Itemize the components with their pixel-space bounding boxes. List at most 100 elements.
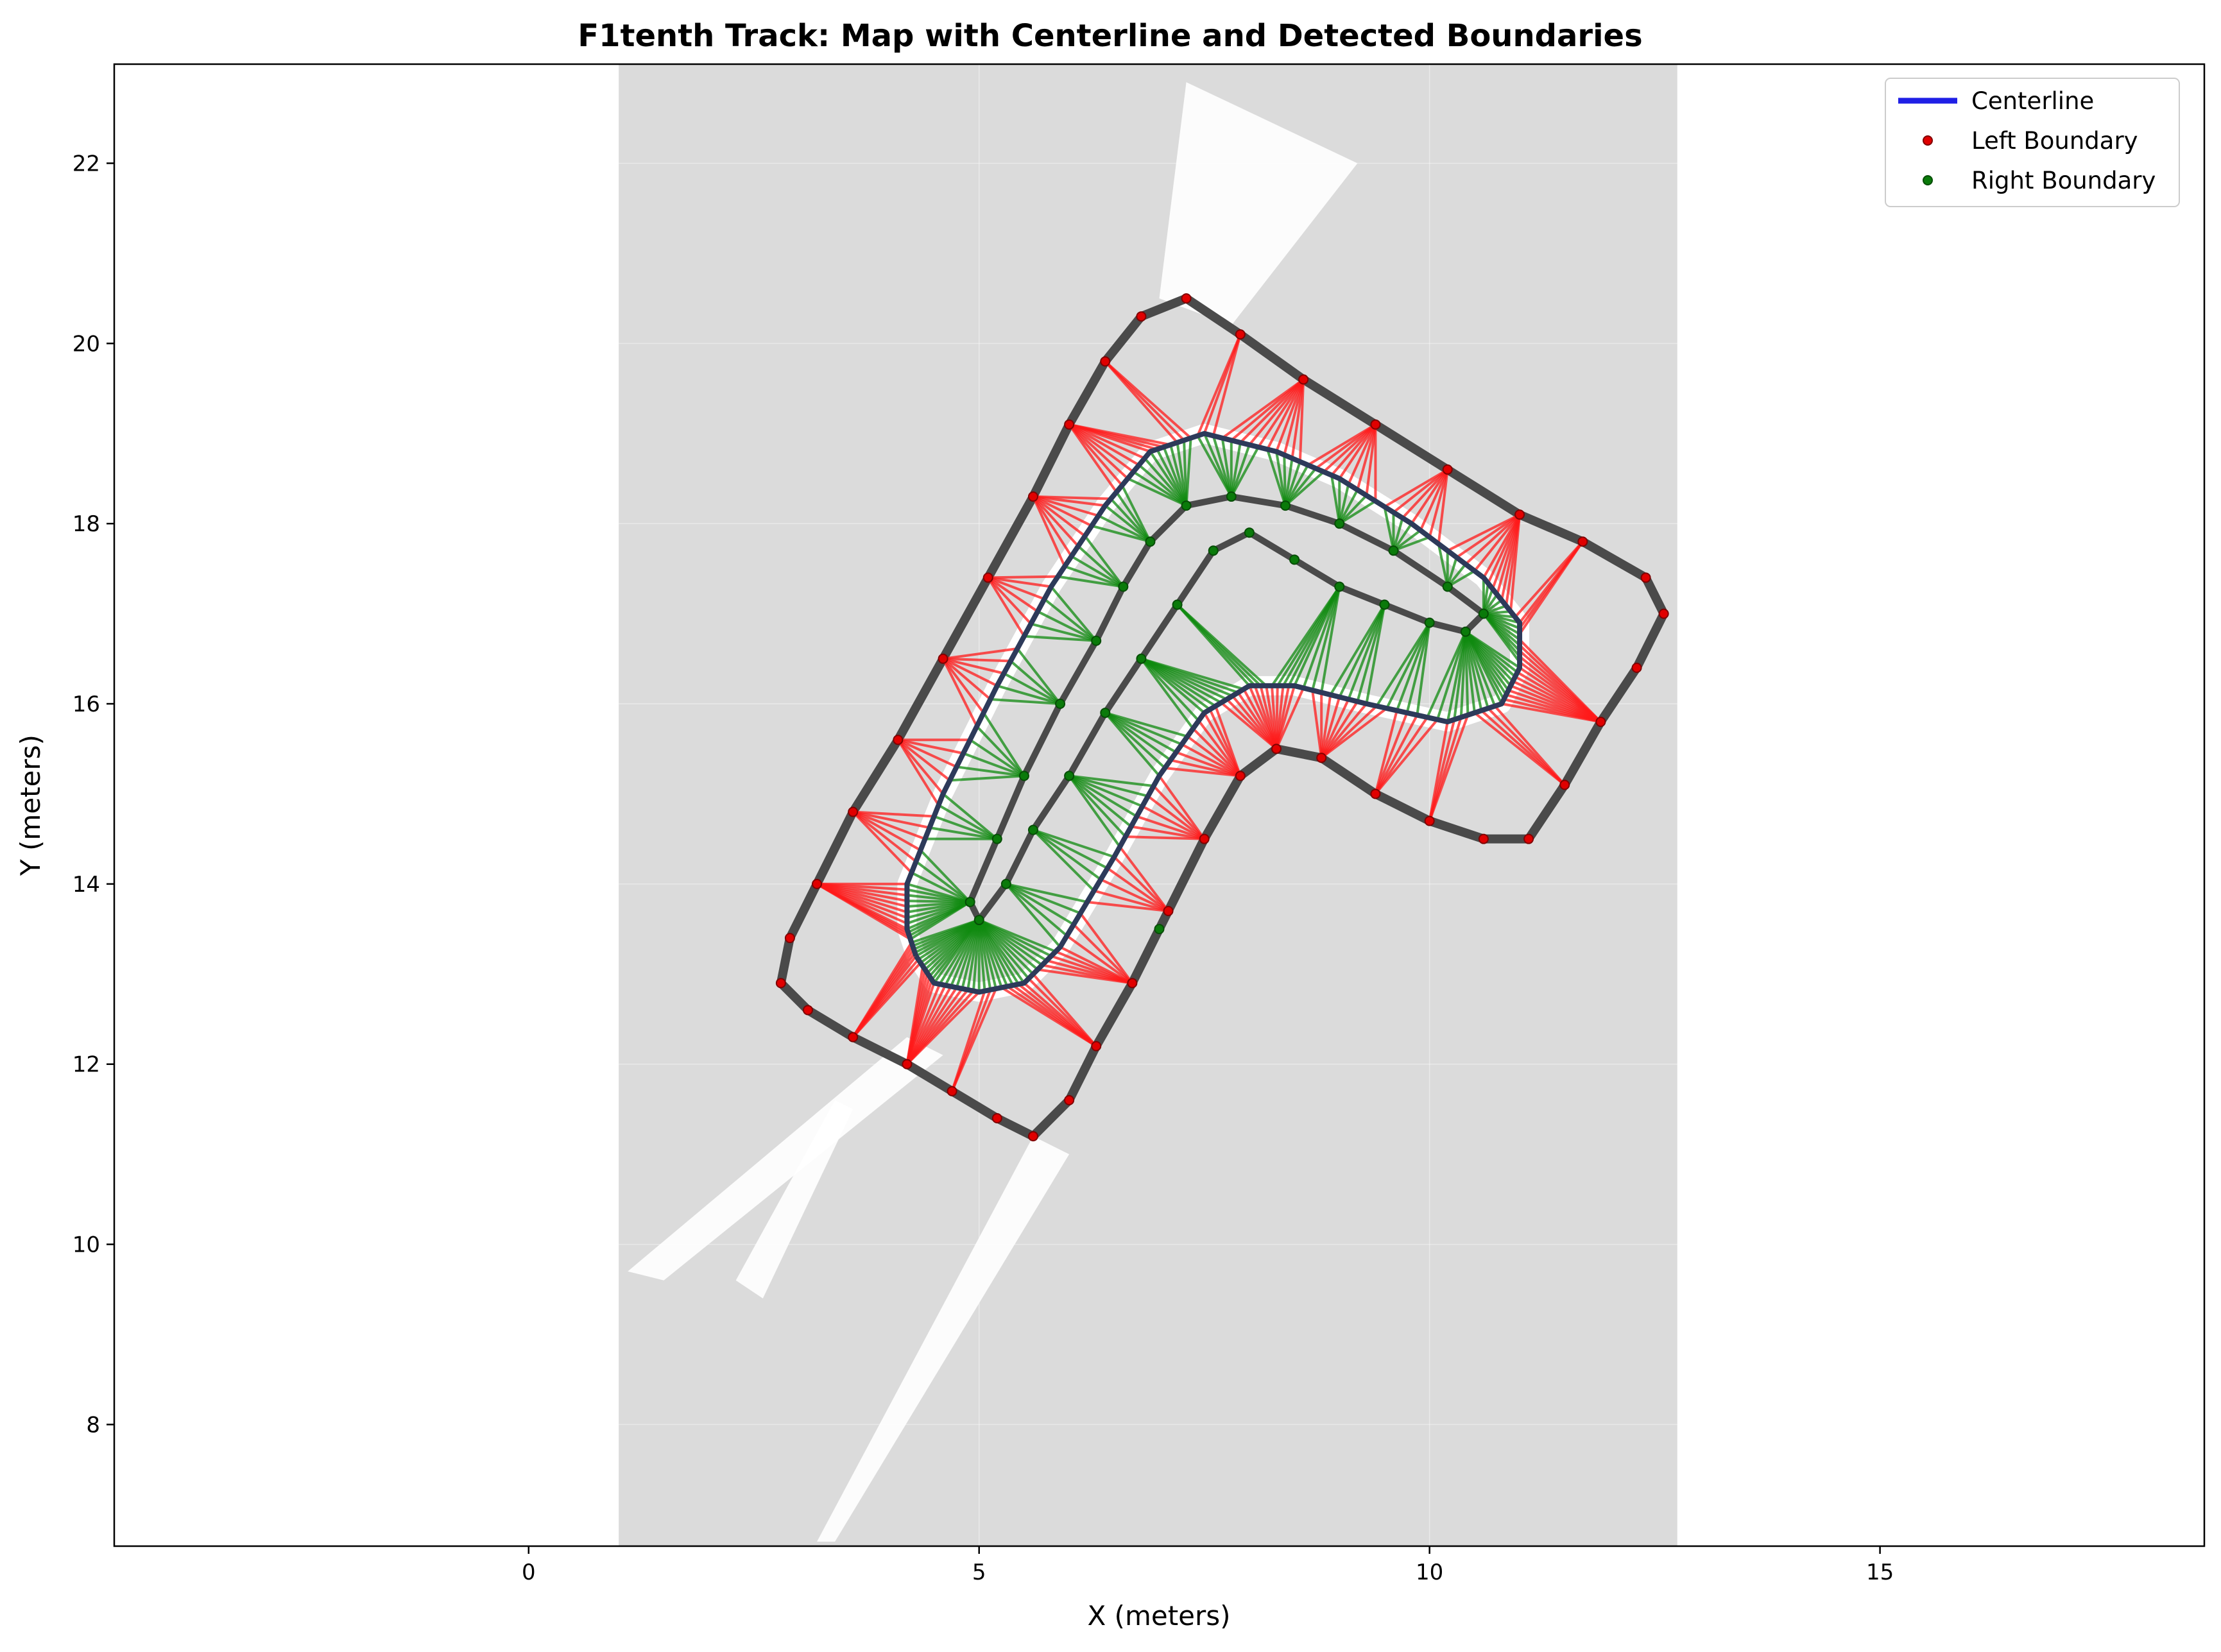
left-ray: [1212, 334, 1242, 436]
left-boundary-point: [1181, 293, 1192, 304]
right-ray: [914, 919, 980, 954]
left-boundary-point: [1658, 608, 1669, 619]
free-space-beam: [735, 1100, 853, 1299]
right-boundary-point: [1091, 635, 1102, 646]
left-ray: [1298, 379, 1305, 462]
left-boundary-point: [1370, 788, 1381, 799]
right-ray: [1293, 586, 1341, 686]
right-ray: [978, 919, 1056, 953]
right-ray: [997, 685, 1061, 705]
right-ray: [1284, 467, 1317, 507]
right-ray: [1033, 828, 1108, 870]
right-boundary-point: [1460, 626, 1471, 637]
right-boundary-point: [1244, 527, 1255, 538]
left-ray: [1131, 825, 1205, 840]
legend-left-swatch: [1923, 135, 1933, 146]
y-axis-ticks: 8 10 12 14 16 18 20 22: [73, 151, 114, 1438]
left-ray: [987, 577, 1032, 625]
right-ray: [1097, 515, 1151, 543]
left-ray: [896, 738, 945, 795]
left-boundary-rays: [816, 334, 1602, 1092]
right-ray: [1037, 610, 1097, 642]
left-ray: [1455, 513, 1521, 559]
left-ray: [1248, 379, 1305, 446]
right-ray: [1091, 524, 1151, 543]
left-ray: [942, 658, 998, 687]
left-ray: [1068, 423, 1118, 493]
right-ray: [963, 752, 1025, 778]
left-ray: [1147, 795, 1205, 840]
right-ray: [1196, 435, 1233, 498]
left-boundary-point: [1370, 419, 1381, 430]
left-ray: [988, 575, 1058, 579]
left-ray: [1356, 424, 1377, 491]
right-boundary-point: [1280, 500, 1291, 511]
left-boundary-point: [1298, 374, 1309, 385]
left-ray: [1514, 540, 1584, 618]
left-ray: [988, 576, 1052, 588]
right-ray: [1068, 775, 1127, 838]
right-boundary-point: [1000, 878, 1011, 889]
left-ray: [1093, 889, 1169, 912]
left-ray: [1068, 423, 1135, 473]
right-ray: [1320, 586, 1341, 693]
free-space-beam: [628, 1037, 943, 1281]
right-ray: [1064, 565, 1124, 588]
right-ray: [911, 871, 971, 903]
right-ray: [1030, 622, 1097, 642]
left-boundary-points: [775, 293, 1669, 1142]
right-ray: [1393, 536, 1430, 552]
left-boundary-point: [1640, 572, 1651, 583]
right-ray: [1032, 829, 1095, 892]
right-ray: [1330, 475, 1341, 524]
x-axis-ticks: 0 5 10 15: [522, 1546, 1894, 1585]
right-ray: [1339, 500, 1376, 525]
right-ray: [1077, 545, 1124, 588]
left-ray: [852, 810, 930, 830]
legend: Centerline Left Boundary Right Boundary: [1885, 78, 2180, 207]
left-ray: [1125, 835, 1205, 840]
left-ray: [1142, 805, 1205, 840]
left-ray: [1033, 495, 1106, 507]
right-boundary-points: [965, 491, 1489, 935]
left-ray: [1419, 469, 1449, 531]
left-ray: [897, 738, 957, 769]
right-ray: [1058, 575, 1124, 588]
y-tick-label: 20: [73, 331, 100, 357]
left-ray: [1374, 710, 1398, 794]
left-ray: [1104, 361, 1179, 444]
right-ray: [1033, 828, 1115, 858]
right-ray: [1115, 491, 1152, 543]
left-ray: [1410, 468, 1449, 525]
right-ray: [1311, 586, 1341, 691]
right-boundary-point: [1289, 554, 1300, 565]
left-ray: [942, 658, 991, 701]
right-ray: [1266, 448, 1287, 506]
right-ray: [969, 738, 1025, 778]
left-boundary-point: [893, 735, 904, 745]
centerline: [904, 430, 1523, 995]
left-ray: [1032, 495, 1086, 538]
right-ray: [1005, 883, 1075, 926]
right-ray: [1446, 570, 1475, 588]
right-ray: [1104, 711, 1188, 738]
right-ray: [1383, 506, 1395, 551]
left-boundary-point: [1316, 753, 1327, 763]
right-ray: [1338, 489, 1359, 525]
right-ray: [1275, 451, 1287, 506]
y-tick-label: 16: [73, 692, 100, 717]
left-ray: [1066, 934, 1133, 984]
right-ray: [1104, 711, 1166, 769]
right-ray: [1385, 622, 1431, 709]
left-ray: [943, 657, 1004, 675]
right-ray: [1138, 464, 1187, 507]
left-ray: [1119, 846, 1170, 912]
centerline-layer: [904, 430, 1523, 995]
left-ray: [1032, 495, 1073, 558]
left-ray: [1266, 379, 1305, 450]
left-ray: [1275, 687, 1305, 750]
left-ray: [1428, 714, 1470, 822]
right-ray: [915, 860, 971, 903]
left-ray: [852, 951, 916, 1038]
left-ray: [1033, 495, 1099, 517]
